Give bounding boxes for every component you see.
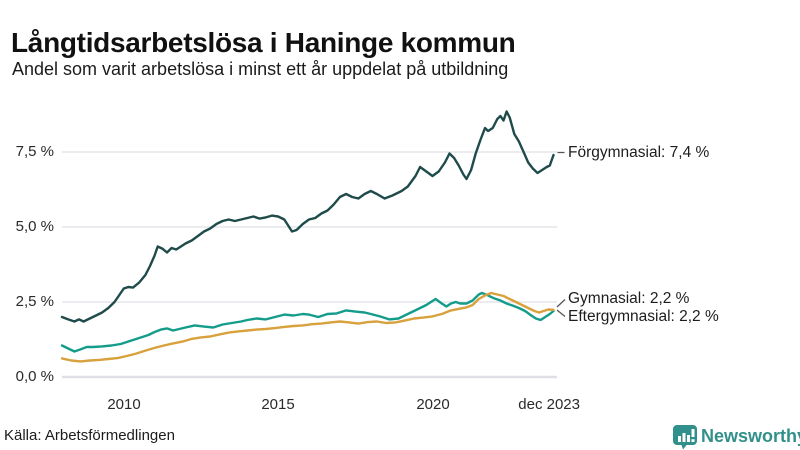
y-tick-2-5: 2,5 % [15,293,54,310]
series-label-eftergymnasial: Eftergymnasial: 2,2 % [568,308,719,325]
y-tick-5-0: 5,0 % [15,218,54,235]
series-line-förgymnasial [60,110,555,323]
series-line-gymnasial [60,291,555,353]
gridlines [62,151,557,379]
label-leader-lines [556,151,566,318]
x-tick-2020: 2020 [416,396,450,413]
series-lines [60,110,555,363]
page-title: Långtidsarbetslösa i Haninge kommun [11,26,516,58]
series-label-forgymnasial: Förgymnasial: 7,4 % [568,144,710,161]
chart-subtitle: Andel som varit arbetslösa i minst ett å… [12,59,509,79]
x-tick-2015: 2015 [261,396,295,413]
newsworthy-brand-name: Newsworthy [701,426,800,446]
newsworthy-logo-icon [673,425,697,450]
source-note: Källa: Arbetsförmedlingen [4,427,175,444]
x-tick-dec-2023: dec 2023 [518,396,580,413]
x-tick-2010: 2010 [107,396,141,413]
y-tick-0-0: 0,0 % [15,368,54,385]
y-tick-7-5: 7,5 % [15,143,54,160]
series-line-eftergymnasial [60,291,555,363]
series-label-gymnasial: Gymnasial: 2,2 % [568,290,690,307]
